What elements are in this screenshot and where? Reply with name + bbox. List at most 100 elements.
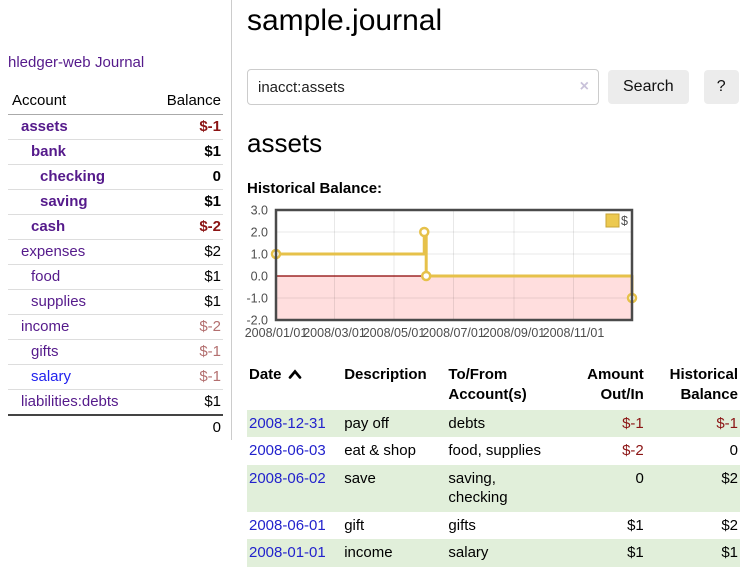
sidebar-item-journal[interactable]: Journal xyxy=(95,54,145,71)
account-link[interactable]: expenses xyxy=(21,243,86,260)
accounts-total-row: 0 xyxy=(8,414,223,440)
account-balance: $1 xyxy=(147,389,223,416)
account-balance: 0 xyxy=(147,164,223,190)
transaction-accounts: salary xyxy=(448,539,561,567)
account-balance: $-2 xyxy=(147,314,223,340)
y-axis-tick-label: -1.0 xyxy=(246,292,268,306)
help-button[interactable]: ? xyxy=(703,70,739,104)
account-row: assets $-1 xyxy=(8,114,223,140)
account-balance: $-1 xyxy=(147,339,223,365)
y-axis-tick-label: 1.0 xyxy=(251,248,268,262)
transaction-accounts: debts xyxy=(448,409,561,437)
account-link[interactable]: income xyxy=(21,318,70,335)
account-link[interactable]: assets xyxy=(21,118,68,135)
transaction-accounts: saving, checking xyxy=(448,464,561,512)
transaction-date-link[interactable]: 2008-06-03 xyxy=(249,442,326,459)
data-point-marker xyxy=(420,270,432,282)
transactions-table-body: 2008-12-31 pay off debts $-1 $-1 2008-06-03 ea… xyxy=(247,409,740,567)
transaction-description: eat & shop xyxy=(344,442,416,459)
y-axis-tick-label: 0.0 xyxy=(251,270,268,284)
account-link[interactable]: salary xyxy=(31,368,72,385)
search-button[interactable]: Search xyxy=(608,70,689,104)
account-row: income $-2 xyxy=(8,314,223,340)
account-row: salary $-1 xyxy=(8,364,223,390)
accounts-table: Account Balance assets $-1 bank $1 checking 0… xyxy=(8,88,223,440)
transactions-table: Date Description To/From Account(s) Amount Ou… xyxy=(247,363,740,567)
col-header-accts: To/From Account(s) xyxy=(448,366,527,404)
transaction-date-link[interactable]: 2008-01-01 xyxy=(249,544,326,561)
account-balance: $-1 xyxy=(147,114,223,140)
account-balance: $1 xyxy=(147,189,223,215)
sort-ascending-icon xyxy=(288,369,301,379)
col-header-desc: Description xyxy=(344,366,427,383)
account-balance: $1 xyxy=(147,139,223,165)
y-axis-tick-label: -2.0 xyxy=(246,314,268,328)
account-link[interactable]: bank xyxy=(31,143,67,160)
data-point-marker xyxy=(419,226,430,238)
account-row: liabilities:debts $1 xyxy=(8,389,223,416)
chart-label: Historical Balance: xyxy=(247,180,383,197)
legend-swatch xyxy=(605,213,620,228)
x-axis-tick-label: 2008/11/01 xyxy=(543,326,605,340)
sidebar: hledger-web Journal Account Balance asse… xyxy=(0,0,232,440)
negative-region xyxy=(276,276,632,320)
transaction-row: 2008-01-01 income salary $1 $1 xyxy=(247,539,740,567)
y-axis-tick-label: 2.0 xyxy=(251,226,268,240)
transaction-row: 2008-12-31 pay off debts $-1 $-1 xyxy=(247,409,740,437)
historical-balance-chart: 3.0 2.0 1.0 0.0 -1.0 -2.02008/01/012008/03/01… xyxy=(245,204,638,340)
account-link[interactable]: saving xyxy=(40,193,88,210)
account-balance: $-1 xyxy=(147,364,223,390)
transaction-balance: $2 xyxy=(645,464,740,512)
account-link[interactable]: liabilities:debts xyxy=(21,393,119,410)
x-axis-tick-label: 2008/07/01 xyxy=(422,326,485,340)
transaction-date-link[interactable]: 2008-06-01 xyxy=(249,516,326,534)
transaction-row: 2008-06-02 save saving, checking 0 $2 xyxy=(247,464,740,512)
transaction-amount: $1 xyxy=(627,516,644,534)
col-header-balance: Historical Balance xyxy=(669,366,738,404)
transaction-balance: $2 xyxy=(721,516,738,534)
accounts-total-value: 0 xyxy=(147,414,223,440)
account-row: bank $1 xyxy=(8,139,223,165)
account-balance: $1 xyxy=(147,289,223,315)
transactions-header-row: Date Description To/From Account(s) Amount Ou… xyxy=(247,363,740,410)
account-link[interactable]: food xyxy=(31,268,61,285)
account-row: checking 0 xyxy=(8,164,223,190)
transaction-description: pay off xyxy=(344,409,449,437)
account-link[interactable]: cash xyxy=(31,218,66,235)
transaction-description: income xyxy=(344,539,449,567)
transaction-amount: $1 xyxy=(560,539,646,567)
page-title: sample.journal xyxy=(247,4,443,37)
account-row: expenses $2 xyxy=(8,239,223,265)
transaction-row: 2008-06-03 eat & shop food, supplies $-2 0 xyxy=(247,437,740,465)
transaction-balance: 0 xyxy=(729,442,738,459)
account-row: cash $-2 xyxy=(8,214,223,240)
transaction-date-link[interactable]: 2008-06-02 xyxy=(249,469,326,487)
col-header-amount: Amount Out/In xyxy=(587,366,644,404)
x-axis-tick-label: 2008/03/01 xyxy=(303,326,366,340)
search-form: × Search ? xyxy=(247,69,740,105)
clear-search-icon[interactable]: × xyxy=(579,78,589,95)
transaction-row: 2008-06-01 gift gifts $1 $2 xyxy=(247,512,740,540)
account-link[interactable]: checking xyxy=(40,168,106,185)
account-balance: $2 xyxy=(147,239,223,265)
transaction-balance: $1 xyxy=(645,539,740,567)
accounts-header-account: Account xyxy=(8,88,148,115)
brand-link[interactable]: hledger-web xyxy=(8,54,91,71)
account-balance: $1 xyxy=(147,264,223,290)
account-link[interactable]: supplies xyxy=(31,293,87,310)
search-input[interactable] xyxy=(247,69,599,105)
app-layout: hledger-web Journal Account Balance asse… xyxy=(0,0,742,567)
accounts-header-balance: Balance xyxy=(147,88,223,115)
transaction-description: gift xyxy=(344,516,365,534)
transaction-description: save xyxy=(344,464,449,512)
transaction-amount: $-2 xyxy=(622,442,644,459)
transaction-date-link[interactable]: 2008-12-31 xyxy=(249,414,326,432)
col-header-date[interactable]: Date xyxy=(247,363,344,410)
account-link[interactable]: gifts xyxy=(31,343,59,360)
account-row: supplies $1 xyxy=(8,289,223,315)
account-balance: $-2 xyxy=(147,214,223,240)
transaction-amount: $-1 xyxy=(560,409,646,437)
main-content: sample.journal × Search ? assets Histori… xyxy=(232,0,742,567)
transaction-balance: $-1 xyxy=(645,409,740,437)
x-axis-tick-label: 2008/05/01 xyxy=(363,326,426,340)
